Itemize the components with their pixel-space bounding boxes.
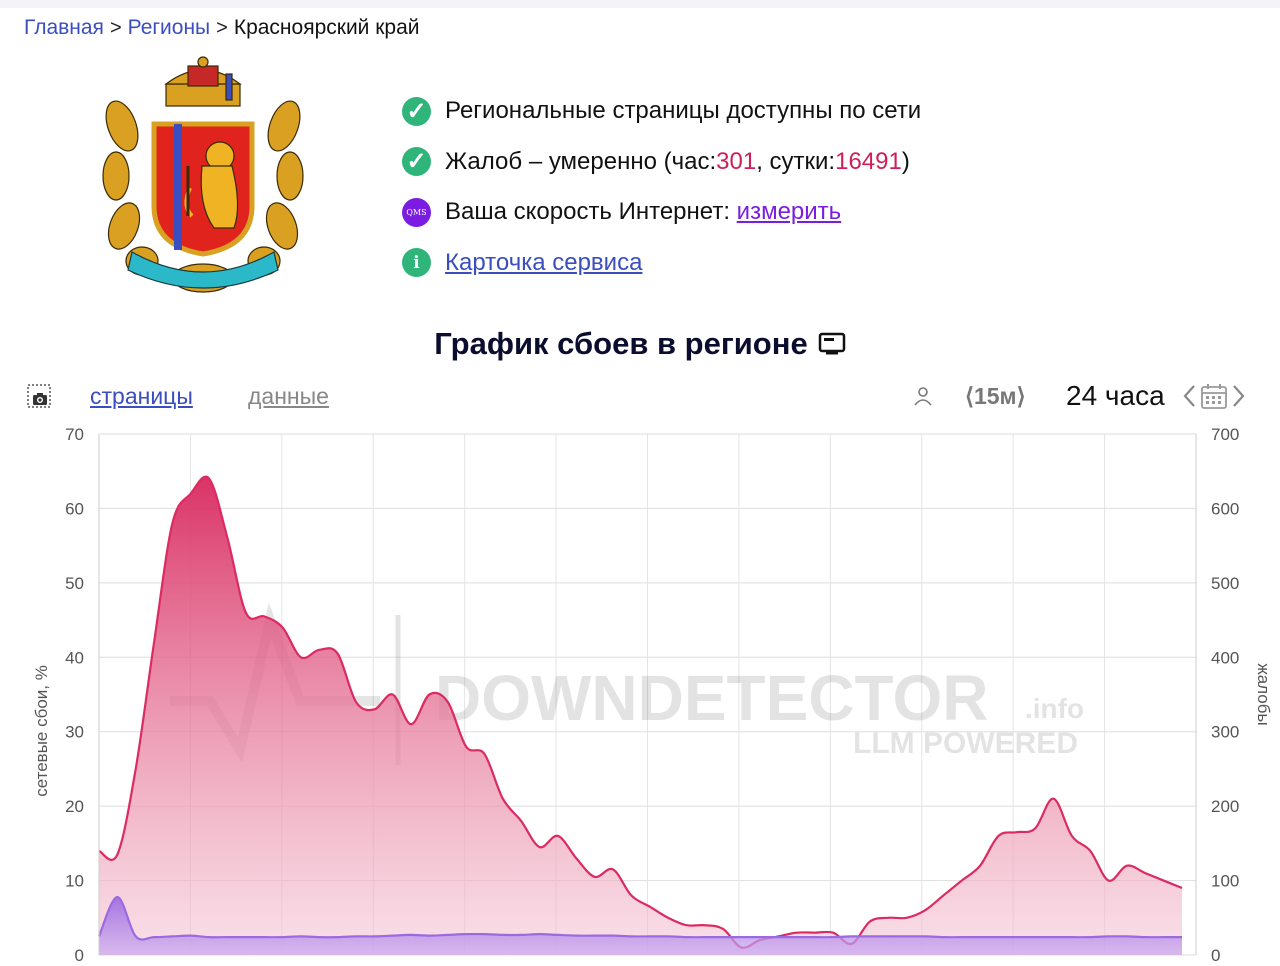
complaints-hour-count: 301 xyxy=(716,147,757,175)
y2-tick-label: 700 xyxy=(1211,425,1239,444)
y-tick-label: 30 xyxy=(65,723,84,742)
info-icon: i xyxy=(402,248,431,278)
check-circle-icon: ✓ xyxy=(402,96,431,126)
y2-tick-label: 100 xyxy=(1211,872,1239,891)
measure-speed-link[interactable]: измерить xyxy=(736,198,842,226)
y2-tick-label: 500 xyxy=(1211,574,1239,593)
breadcrumb: Главная > Регионы > Красноярский край xyxy=(24,16,420,40)
y-tick-label: 70 xyxy=(65,425,84,444)
calendar-icon xyxy=(1201,384,1227,409)
chevron-right-icon xyxy=(1233,385,1245,407)
camera-icon xyxy=(27,384,51,408)
breadcrumb-separator: > xyxy=(216,16,228,39)
user-filter-button[interactable] xyxy=(913,378,933,414)
chevron-left-icon xyxy=(1183,385,1195,407)
y2-tick-label: 0 xyxy=(1211,946,1220,965)
chart-toolbar: страницы данные ⟨15м⟩ 24 часа xyxy=(0,378,1280,414)
status-speed-test: QMS Ваша скорость Интернет: измерить xyxy=(402,187,921,238)
breadcrumb-regions-link[interactable]: Регионы xyxy=(127,16,211,39)
status-service-card: i Карточка сервиса xyxy=(402,238,921,289)
calendar-button[interactable] xyxy=(1200,378,1228,414)
y-tick-label: 60 xyxy=(65,499,84,518)
y2-tick-label: 200 xyxy=(1211,797,1239,816)
monitor-icon xyxy=(818,332,845,355)
region-coat-of-arms-image xyxy=(102,56,304,293)
outage-chart: DOWNDETECTOR .info LLM POWERED 0 0 10 100 20… xyxy=(0,420,1280,966)
breadcrumb-home-link[interactable]: Главная xyxy=(24,16,104,39)
top-strip xyxy=(0,0,1280,8)
service-card-link[interactable]: Карточка сервиса xyxy=(445,248,643,276)
status-complaints: ✓ Жалоб – умеренно (час: 301, сутки: 164… xyxy=(402,137,921,188)
y2-tick-label: 300 xyxy=(1211,723,1239,742)
status-pages-text: Региональные страницы доступны по сети xyxy=(445,97,922,125)
chart-title-text: График сбоев в регионе xyxy=(434,326,808,361)
breadcrumb-separator: > xyxy=(109,16,122,39)
interval-selector[interactable]: ⟨15м⟩ xyxy=(965,382,1026,409)
y-tick-label: 0 xyxy=(75,946,84,965)
y-tick-label: 50 xyxy=(65,574,84,593)
y2-axis-title: жалобы xyxy=(1254,663,1273,725)
check-circle-icon: ✓ xyxy=(402,147,431,177)
complaints-suffix: ) xyxy=(901,147,910,175)
watermark-brand: DOWNDETECTOR xyxy=(435,662,988,734)
y-tick-label: 40 xyxy=(65,648,84,667)
complaints-line xyxy=(97,895,1182,941)
watermark-tagline: LLM POWERED xyxy=(853,727,1078,760)
y-axis-title: сетевые сбои, % xyxy=(32,665,51,797)
complaints-mid: , сутки: xyxy=(756,147,836,175)
screenshot-button[interactable] xyxy=(27,378,51,414)
complaints-day-count: 16491 xyxy=(835,147,902,175)
speed-prefix: Ваша скорость Интернет: xyxy=(445,198,730,226)
prev-period-button[interactable] xyxy=(1182,378,1198,414)
status-pages-available: ✓ Региональные страницы доступны по сети xyxy=(402,86,921,137)
y-tick-label: 10 xyxy=(65,872,84,891)
failures-area xyxy=(99,476,1182,955)
y-tick-label: 20 xyxy=(65,797,84,816)
period-label: 24 часа xyxy=(1066,380,1165,411)
tab-data[interactable]: данные xyxy=(248,382,329,409)
tab-pages[interactable]: страницы xyxy=(90,382,193,409)
next-period-button[interactable] xyxy=(1230,378,1246,414)
outage-chart-svg: DOWNDETECTOR .info LLM POWERED 0 0 10 100 20… xyxy=(32,425,1273,965)
status-list: ✓ Региональные страницы доступны по сети… xyxy=(402,86,921,288)
qms-icon: QMS xyxy=(402,197,431,227)
user-icon xyxy=(914,387,932,406)
chart-title: График сбоев в регионе xyxy=(0,326,1280,362)
failures-line xyxy=(98,475,1183,949)
watermark-suffix: .info xyxy=(1025,693,1084,724)
breadcrumb-current: Красноярский край xyxy=(233,16,420,39)
y2-tick-label: 400 xyxy=(1211,648,1239,667)
complaints-prefix: Жалоб – умеренно (час: xyxy=(445,147,717,175)
complaints-area xyxy=(99,896,1182,955)
y2-tick-label: 600 xyxy=(1211,499,1239,518)
